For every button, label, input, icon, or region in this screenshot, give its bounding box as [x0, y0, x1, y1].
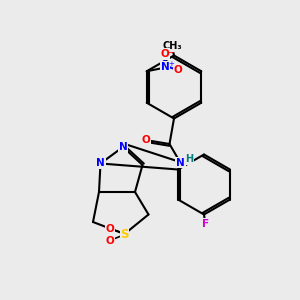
Text: O: O: [106, 224, 115, 235]
Text: O: O: [173, 65, 182, 75]
Text: N: N: [118, 142, 127, 152]
Text: S: S: [120, 227, 129, 241]
Text: N: N: [161, 62, 170, 72]
Text: O: O: [106, 236, 115, 246]
Text: O: O: [142, 135, 151, 146]
Text: F: F: [202, 219, 209, 229]
Text: H: H: [185, 154, 194, 164]
Text: −: −: [167, 48, 174, 57]
Text: O: O: [160, 49, 169, 59]
Text: N: N: [96, 158, 105, 169]
Text: +: +: [168, 61, 174, 67]
Text: CH₃: CH₃: [163, 41, 182, 51]
Text: N: N: [176, 158, 185, 168]
